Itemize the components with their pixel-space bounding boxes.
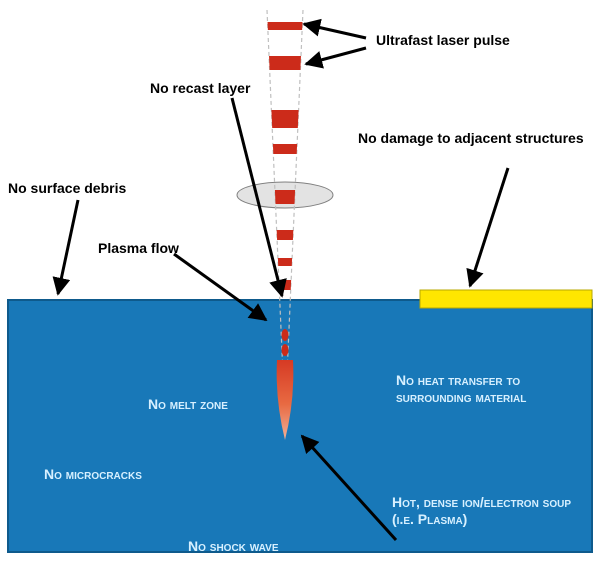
pulse-segment-6 xyxy=(278,258,292,266)
pulse-segment-0 xyxy=(268,22,303,30)
adjacent-structure xyxy=(420,290,592,308)
pulse-segment-1 xyxy=(269,56,301,70)
arrow-no-damage xyxy=(470,168,508,286)
plasma-dot-1 xyxy=(282,344,289,356)
pulse-segment-2 xyxy=(271,110,298,128)
diagram-svg xyxy=(0,0,600,580)
arrow-ultrafast-1 xyxy=(304,24,366,38)
pulse-segment-5 xyxy=(277,230,294,240)
arrow-no-debris xyxy=(58,200,78,294)
pulse-segment-3 xyxy=(273,144,297,154)
pulse-segment-4 xyxy=(275,190,295,204)
diagram-stage: Ultrafast laser pulseNo recast layerNo d… xyxy=(0,0,600,580)
arrow-ultrafast-2 xyxy=(306,48,366,64)
plasma-dot-0 xyxy=(282,329,289,341)
bulk-material xyxy=(8,300,592,552)
